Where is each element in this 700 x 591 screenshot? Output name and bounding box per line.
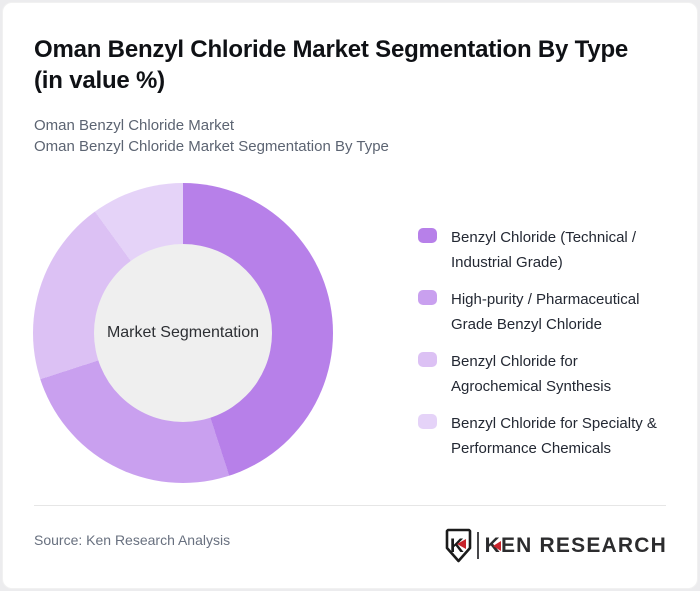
legend-swatch (418, 352, 437, 367)
legend-label: Benzyl Chloride for Agrochemical Synthes… (451, 349, 691, 399)
legend-label-line: Benzyl Chloride (Technical / (451, 229, 637, 246)
legend-item: High-purity / Pharmaceutical Grade Benzy… (418, 287, 691, 337)
legend-label-line: High-purity / Pharmaceutical (451, 291, 640, 308)
subtitle-line-2: Oman Benzyl Chloride Market Segmentation… (34, 138, 389, 155)
legend-swatch (418, 228, 437, 243)
logo-letter-k: K (484, 533, 501, 557)
legend-item: Benzyl Chloride for Agrochemical Synthes… (418, 349, 691, 399)
legend-item: Benzyl Chloride for Specialty & Performa… (418, 411, 691, 461)
title-line-1: Oman Benzyl Chloride Market Segmentation… (34, 36, 629, 63)
chart-subtitle: Oman Benzyl Chloride Market Oman Benzyl … (34, 115, 654, 157)
legend-item: Benzyl Chloride (Technical / Industrial … (418, 225, 691, 275)
chart-legend: Benzyl Chloride (Technical / Industrial … (418, 225, 691, 461)
subtitle-line-1: Oman Benzyl Chloride Market (34, 117, 235, 134)
logo-separator (476, 532, 479, 559)
logo-wordmark: K EN RESEARCH (485, 534, 667, 558)
ken-research-shield-icon: K (445, 528, 471, 563)
source-text: Source: Ken Research Analysis (34, 532, 231, 548)
legend-label: Benzyl Chloride (Technical / Industrial … (451, 225, 691, 275)
legend-swatch (418, 414, 437, 429)
logo-red-triangle-icon (492, 540, 501, 551)
donut-center: Market Segmentation (94, 244, 272, 422)
donut-center-label: Market Segmentation (106, 324, 260, 341)
legend-label-line: Grade Benzyl Chloride (451, 316, 602, 333)
legend-label: Benzyl Chloride for Specialty & Performa… (451, 411, 691, 461)
legend-label-line: Benzyl Chloride for (451, 353, 578, 370)
donut-chart: Market Segmentation (33, 183, 333, 483)
legend-swatch (418, 290, 437, 305)
ken-research-logo: K K EN RESEARCH (445, 528, 667, 563)
footer-divider (34, 505, 666, 506)
legend-label-line: Industrial Grade) (451, 254, 563, 271)
legend-label-line: Benzyl Chloride for Specialty & (451, 415, 657, 432)
legend-label-line: Performance Chemicals (451, 440, 612, 457)
title-line-2: (in value %) (34, 67, 165, 94)
legend-label-line: Agrochemical Synthesis (451, 378, 612, 395)
legend-label: High-purity / Pharmaceutical Grade Benzy… (451, 287, 691, 337)
svg-text:K: K (450, 536, 464, 557)
page-title: Oman Benzyl Chloride Market Segmentation… (34, 34, 684, 96)
logo-rest: EN RESEARCH (500, 533, 667, 557)
